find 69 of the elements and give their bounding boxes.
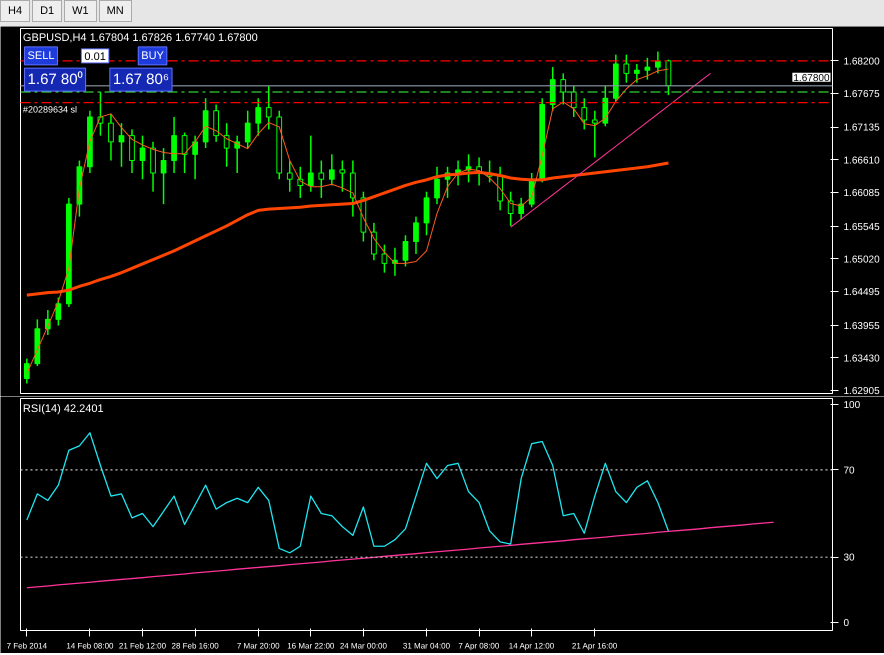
annotation: 1.67 80⁶: [112, 71, 170, 88]
y-tick-label: 1.64495: [844, 287, 880, 298]
x-tick-label: 21 Feb 12:00: [118, 642, 167, 650]
text: W1: [64, 0, 97, 22]
candlestick: [160, 147, 166, 205]
x-tick-label: 7 Mar 20:00: [236, 642, 280, 650]
y-tick-label: 0: [844, 618, 850, 630]
annotation: SELL: [28, 50, 54, 62]
y-tick-label: 1.63955: [844, 320, 880, 332]
text: D1: [32, 0, 62, 22]
y-tick-label: 30: [844, 552, 856, 564]
x-tick-label: 7 Feb 2014: [6, 642, 48, 650]
candlestick: [371, 222, 377, 261]
y-tick-label: 1.65545: [844, 222, 880, 233]
candlestick: [434, 166, 440, 205]
line-series: [26, 432, 670, 554]
candlestick: [118, 122, 124, 168]
line-series: [510, 72, 711, 228]
y-tick-label: 1.66610: [844, 155, 880, 166]
candlestick: [382, 244, 388, 274]
candlestick: [592, 110, 598, 158]
candlestick: [56, 296, 62, 326]
y-tick-label: 1.62905: [844, 386, 880, 398]
candlestick: [328, 154, 335, 186]
candlestick: [108, 113, 114, 162]
chart-title: RSI(14) 42.2401: [22, 403, 104, 416]
candlestick: [244, 110, 251, 149]
y-tick-label: 70: [844, 465, 856, 476]
candlestick: [286, 160, 293, 192]
x-tick-label: 14 Apr 12:00: [508, 642, 555, 650]
x-tick-label: 21 Apr 16:00: [572, 642, 618, 650]
chart-title: GBPUSD,H4 1.67804 1.67826 1.67740 1.67800: [22, 32, 258, 44]
x-tick-label: 16 Mar 22:00: [287, 642, 335, 650]
x-tick-label: 31 Mar 04:00: [402, 642, 451, 650]
y-tick-label: 1.67135: [844, 122, 880, 134]
candlestick: [24, 358, 30, 384]
candlestick: [581, 98, 588, 130]
line-series: [26, 522, 774, 588]
annotation: BUY: [141, 50, 165, 62]
ref-line-label: #20289634 sl: [22, 104, 77, 115]
candlestick: [402, 234, 408, 268]
y-tick-label: 1.67675: [844, 89, 880, 100]
line-series: [25, 162, 670, 297]
candlestick: [182, 132, 188, 174]
x-tick-label: 24 Mar 00:00: [340, 642, 388, 650]
candlestick: [192, 134, 198, 180]
candlestick: [266, 85, 272, 130]
x-tick-label: 14 Feb 08:00: [66, 642, 114, 650]
y-tick-label: 1.66085: [844, 188, 880, 200]
y-tick-label: 1.65020: [844, 254, 880, 266]
candlestick: [413, 216, 419, 255]
candlestick: [140, 134, 146, 180]
x-tick-label: 7 Apr 08:00: [458, 642, 500, 650]
text: H4: [0, 0, 30, 22]
candlestick: [623, 54, 630, 84]
candlestick: [339, 160, 346, 192]
candlestick: [318, 160, 324, 199]
y-tick-label: 100: [844, 400, 861, 411]
y-tick-label: 1.68200: [844, 56, 880, 68]
candlestick: [644, 57, 650, 80]
candlestick: [634, 63, 640, 84]
text: MN: [98, 0, 132, 22]
annotation: 0.01: [84, 50, 106, 63]
candlestick: [255, 98, 262, 136]
x-tick-label: 28 Feb 16:00: [172, 642, 220, 650]
y-tick-label: 1.63430: [844, 353, 880, 364]
ref-line-label: 1.67800: [793, 72, 830, 84]
candlestick: [308, 134, 314, 192]
annotation: 1.67 80⁰: [28, 71, 83, 88]
